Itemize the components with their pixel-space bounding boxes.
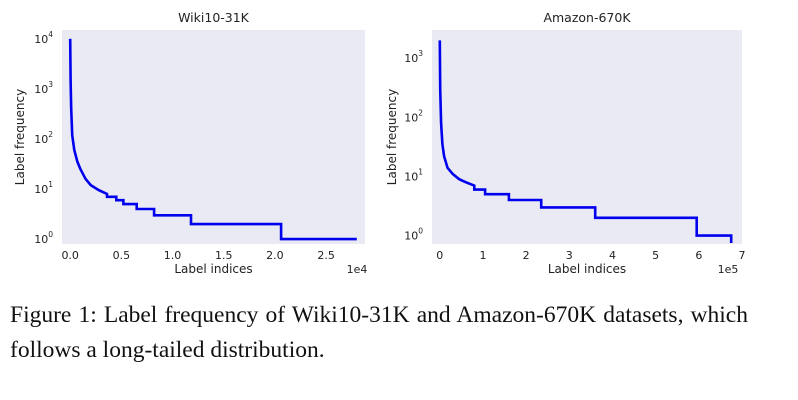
y-tick-label: 102 bbox=[404, 108, 423, 124]
x-axis-label: Label indices bbox=[548, 262, 626, 276]
chart-amazon-670k: Amazon-670K 0 1 2 3 4 5 6 7 100 101 102 103 Label ind… bbox=[385, 10, 746, 276]
x-tick-label: 5 bbox=[652, 249, 659, 262]
y-tick-label: 101 bbox=[34, 180, 53, 196]
x-offset-text: 1e4 bbox=[347, 263, 368, 276]
x-axis-label: Label indices bbox=[174, 262, 252, 276]
x-tick-label: 0.5 bbox=[113, 249, 131, 262]
chart-title: Wiki10-31K bbox=[178, 10, 250, 25]
chart-title: Amazon-670K bbox=[543, 10, 631, 25]
y-tick-label: 104 bbox=[34, 30, 53, 46]
y-axis-label: Label frequency bbox=[385, 89, 399, 185]
x-tick-labels: 0.0 0.5 1.0 1.5 2.0 2.5 bbox=[61, 249, 334, 262]
y-tick-label: 103 bbox=[34, 80, 53, 96]
y-tick-labels: 100 101 102 103 104 bbox=[34, 30, 53, 246]
x-offset-text: 1e5 bbox=[718, 263, 739, 276]
y-tick-label: 100 bbox=[34, 230, 53, 246]
x-tick-label: 2.0 bbox=[266, 249, 284, 262]
x-tick-label: 2 bbox=[523, 249, 530, 262]
x-tick-labels: 0 1 2 3 4 5 6 7 bbox=[436, 249, 745, 262]
x-tick-label: 1.0 bbox=[164, 249, 182, 262]
x-tick-label: 7 bbox=[739, 249, 746, 262]
figure-caption: Figure 1: Label frequency of Wiki10-31K … bbox=[10, 302, 748, 363]
x-tick-label: 1 bbox=[479, 249, 486, 262]
series-line bbox=[438, 40, 733, 243]
x-tick-label: 6 bbox=[695, 249, 702, 262]
series-line bbox=[68, 38, 357, 241]
chart-wiki10-31k: Wiki10-31K 0.0 0.5 1.0 1.5 2.0 2.5 100 101 102 103… bbox=[13, 10, 367, 276]
plot-area bbox=[432, 30, 742, 244]
y-tick-label: 103 bbox=[404, 49, 423, 65]
plot-area bbox=[62, 30, 365, 244]
x-tick-label: 0 bbox=[436, 249, 443, 262]
x-tick-label: 2.5 bbox=[317, 249, 335, 262]
y-tick-labels: 100 101 102 103 bbox=[404, 49, 423, 242]
y-tick-label: 100 bbox=[404, 227, 423, 243]
x-tick-label: 0.0 bbox=[61, 249, 79, 262]
x-tick-label: 3 bbox=[566, 249, 573, 262]
x-tick-label: 1.5 bbox=[215, 249, 233, 262]
x-tick-label: 4 bbox=[609, 249, 616, 262]
y-tick-label: 102 bbox=[34, 130, 53, 146]
y-tick-label: 101 bbox=[404, 167, 423, 183]
y-axis-label: Label frequency bbox=[13, 89, 27, 185]
